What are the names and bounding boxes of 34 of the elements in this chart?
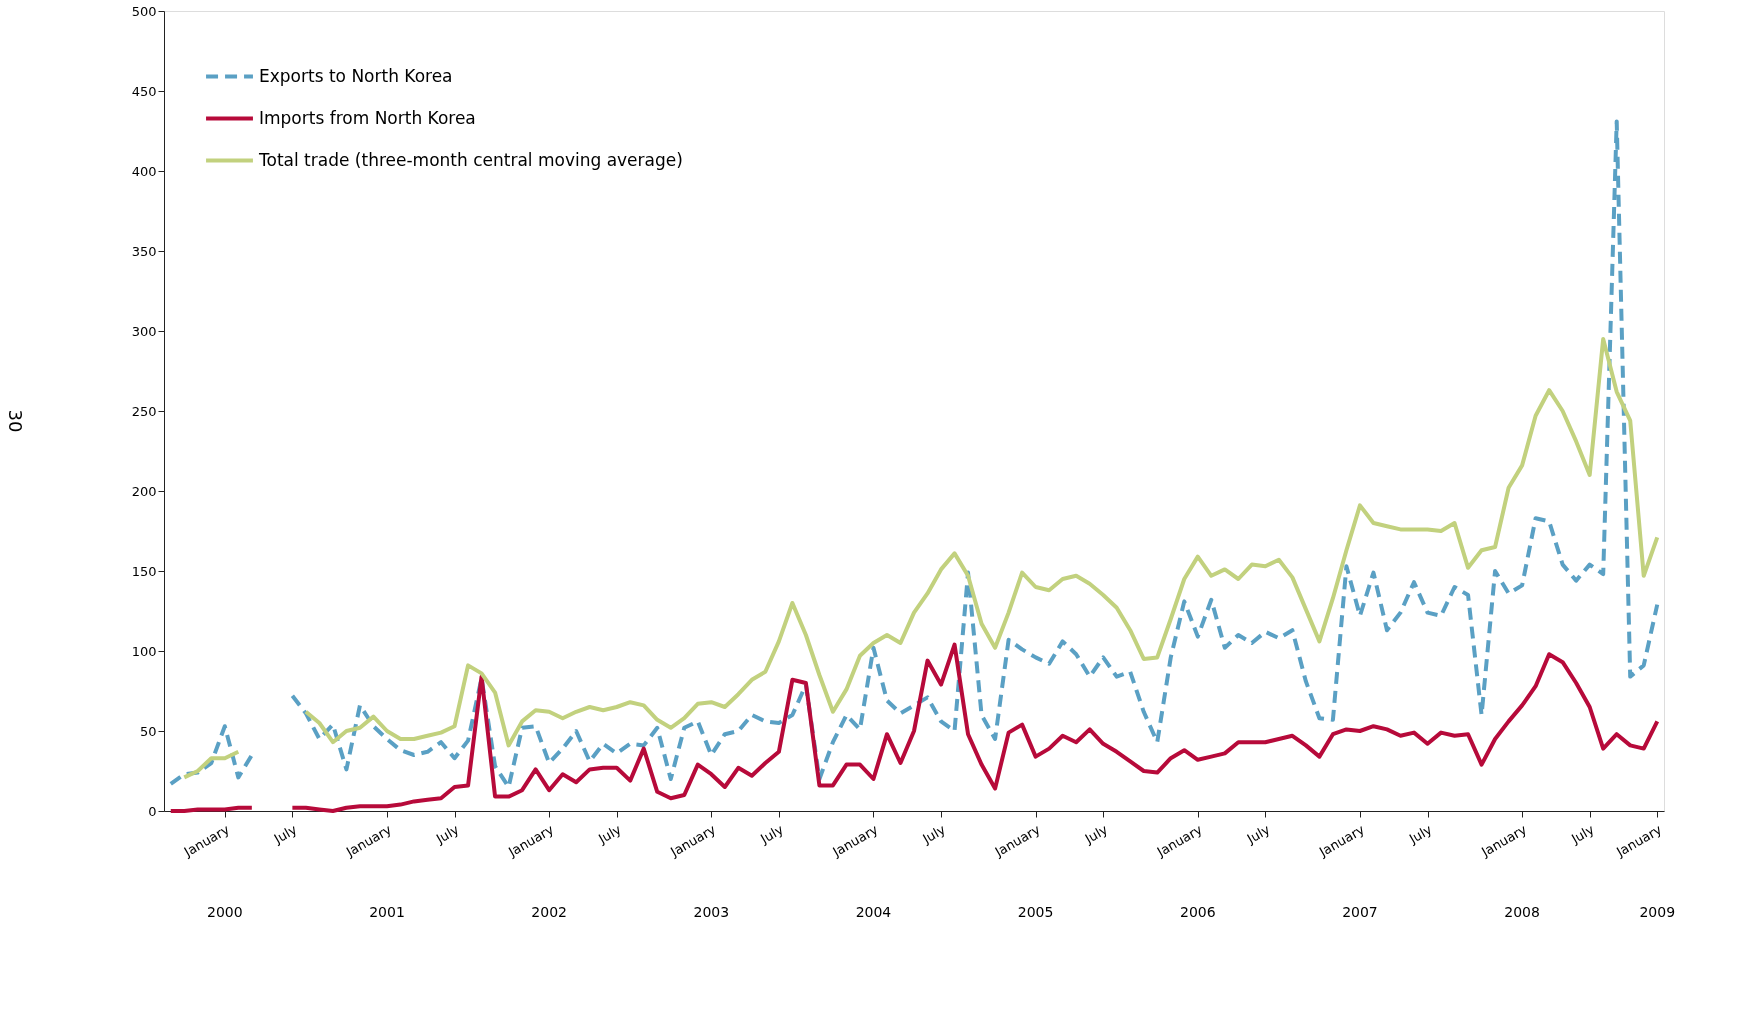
- x-tick-label: July: [919, 821, 949, 847]
- text: 2009: [1639, 904, 1676, 920]
- x-tick-label: July: [757, 821, 787, 847]
- text: 2005: [1017, 904, 1054, 920]
- text: 2004: [855, 904, 892, 920]
- y-tick-label: 150: [131, 563, 157, 579]
- legend-label: Exports to North Korea: [259, 65, 453, 86]
- y-tick-label: 250: [131, 403, 157, 419]
- y-tick-label: 500: [131, 3, 157, 19]
- text: 30: [5, 409, 26, 433]
- y-tick-label: 350: [131, 243, 157, 259]
- y-tick-label: 100: [131, 643, 157, 659]
- y-tick-label: 450: [131, 83, 157, 99]
- legend-label: Imports from North Korea: [259, 107, 476, 128]
- y-tick-label: 0: [148, 803, 157, 819]
- legend-label: Total trade (three-month central moving average): [258, 149, 683, 170]
- x-tick-label: July: [1081, 821, 1111, 847]
- y-tick-label: 50: [139, 723, 157, 739]
- text: 2008: [1504, 904, 1540, 920]
- x-tick-label: July: [1568, 821, 1597, 847]
- text: 2002: [531, 904, 567, 920]
- y-tick-label: 300: [131, 323, 157, 339]
- x-tick-label: July: [1243, 821, 1273, 847]
- x-tick-label: July: [432, 821, 462, 847]
- x-tick-label: July: [270, 821, 300, 847]
- text: 2001: [369, 904, 405, 920]
- y-tick-label: 200: [131, 483, 157, 499]
- text: 2000: [206, 904, 243, 920]
- text: 2007: [1342, 904, 1378, 920]
- text: 2006: [1179, 904, 1216, 920]
- text: 2003: [693, 904, 730, 920]
- y-tick-label: 400: [131, 163, 157, 179]
- x-tick-label: July: [1405, 821, 1435, 847]
- x-tick-label: July: [595, 821, 624, 847]
